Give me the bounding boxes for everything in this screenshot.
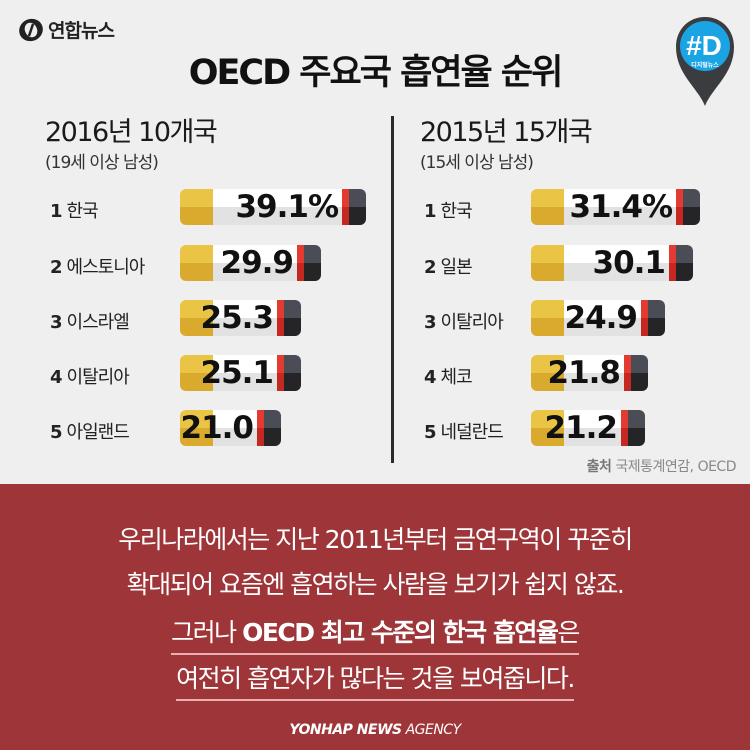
pencil-bar: 24.9: [531, 300, 665, 336]
bar-value: 29.9: [220, 245, 294, 281]
bar-value: 30.1: [592, 245, 666, 281]
summary-band: [0, 484, 750, 750]
rank-label: 5 아일랜드: [50, 422, 130, 443]
right-heading: 2015년 15개국: [420, 117, 593, 148]
right-row-1: 1 한국 31.4%: [424, 189, 744, 227]
rank-label: 3 이스라엘: [50, 312, 130, 333]
page-title: OECD 주요국 흡연율 순위: [188, 53, 564, 93]
left-column: 2016년 10개국 (19세 이상 남성): [45, 116, 218, 174]
left-subheading: (19세 이상 남성): [45, 153, 159, 173]
right-row-5: 5 네덜란드 21.2: [424, 410, 744, 448]
bar-value: 25.3: [200, 300, 274, 336]
rank-label: 2 일본: [424, 257, 473, 278]
bar-value: 21.2: [544, 410, 618, 446]
svg-text:디지털뉴스: 디지털뉴스: [691, 61, 719, 69]
rank-label: 4 이탈리아: [50, 367, 130, 388]
bar-value: 31.4%: [569, 189, 673, 225]
pencil-bar: 25.3: [180, 300, 301, 336]
rank-label: 1 한국: [50, 201, 99, 222]
left-row-5: 5 아일랜드 21.0: [50, 410, 380, 448]
bar-value: 39.1%: [235, 189, 339, 225]
left-row-1: 1 한국 39.1%: [50, 189, 380, 227]
rank-label: 5 네덜란드: [424, 422, 504, 443]
bar-value: 21.8: [547, 355, 621, 391]
rank-label: 2 에스토니아: [50, 257, 145, 278]
right-column: 2015년 15개국 (15세 이상 남성): [420, 116, 593, 174]
right-row-3: 3 이탈리아 24.9: [424, 300, 744, 338]
column-divider: [391, 116, 394, 463]
left-heading: 2016년 10개국: [45, 117, 218, 148]
pencil-bar: 21.8: [531, 355, 648, 391]
bar-value: 24.9: [564, 300, 638, 336]
rank-label: 4 체코: [424, 367, 473, 388]
agency-credit: YONHAP NEWS AGENCY: [289, 722, 461, 738]
pencil-bar: 31.4%: [531, 189, 700, 225]
pencil-bar: 29.9: [180, 245, 321, 281]
left-row-3: 3 이스라엘 25.3: [50, 300, 380, 338]
left-row-2: 2 에스토니아 29.9: [50, 245, 380, 283]
pencil-bar: 25.1: [180, 355, 301, 391]
highlight-text: OECD 최고 수준의 한국 흡연율: [242, 618, 559, 647]
left-row-4: 4 이탈리아 25.1: [50, 355, 380, 393]
summary-line-4: 여전히 흡연자가 많다는 것을 보여줍니다.: [0, 656, 750, 701]
bar-value: 25.1: [200, 355, 274, 391]
logo-text: 연합뉴스: [48, 20, 115, 42]
yonhap-logo-icon: [19, 18, 43, 41]
digital-news-pin-icon: #D 디지털뉴스: [676, 17, 734, 106]
pencil-bar: 21.2: [531, 410, 645, 446]
pencil-bar: 39.1%: [180, 189, 366, 225]
pencil-bar: 30.1: [531, 245, 693, 281]
right-subheading: (15세 이상 남성): [420, 153, 534, 173]
source-note: 출처 국제통계연감, OECD: [586, 459, 737, 475]
bar-value: 21.0: [180, 410, 254, 446]
right-row-2: 2 일본 30.1: [424, 245, 744, 283]
pencil-bar: 21.0: [180, 410, 281, 446]
rank-label: 3 이탈리아: [424, 312, 504, 333]
rank-label: 1 한국: [424, 201, 473, 222]
summary-line-1: 우리나라에서는 지난 2011년부터 금연구역이 꾸준히: [118, 525, 633, 554]
right-row-4: 4 체코 21.8: [424, 355, 744, 393]
svg-text:#D: #D: [686, 30, 722, 61]
yonhap-logo: 연합뉴스: [17, 16, 115, 43]
summary-line-2: 확대되어 요즘엔 흡연하는 사람을 보기가 쉽지 않죠.: [126, 570, 625, 599]
summary-line-3: 그러나 OECD 최고 수준의 한국 흡연율은: [0, 610, 750, 655]
